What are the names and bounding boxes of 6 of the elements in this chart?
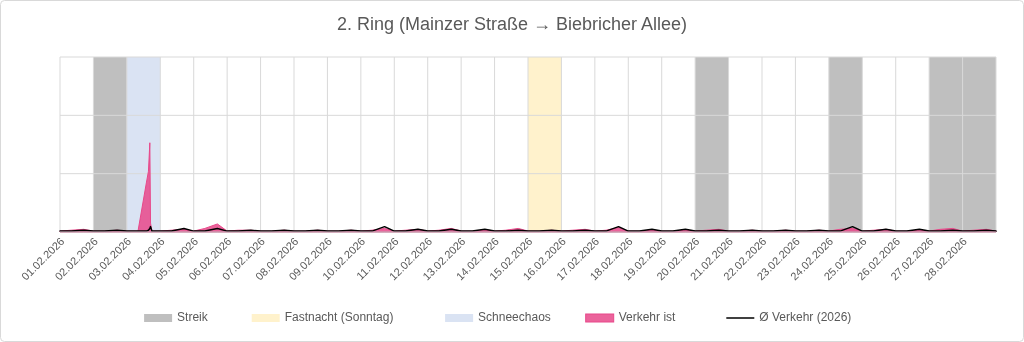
- legend-label: Streik: [177, 310, 209, 325]
- legend-label: Verkehr ist: [618, 310, 677, 325]
- chart-title: 2. Ring (Mainzer Straße → Biebricher Allee): [336, 14, 688, 34]
- legend-label: Fastnacht (Sonntag): [284, 310, 394, 325]
- legend-label: Ø Verkehr (2026): [759, 310, 852, 325]
- legend-label: Schneechaos: [478, 310, 551, 325]
